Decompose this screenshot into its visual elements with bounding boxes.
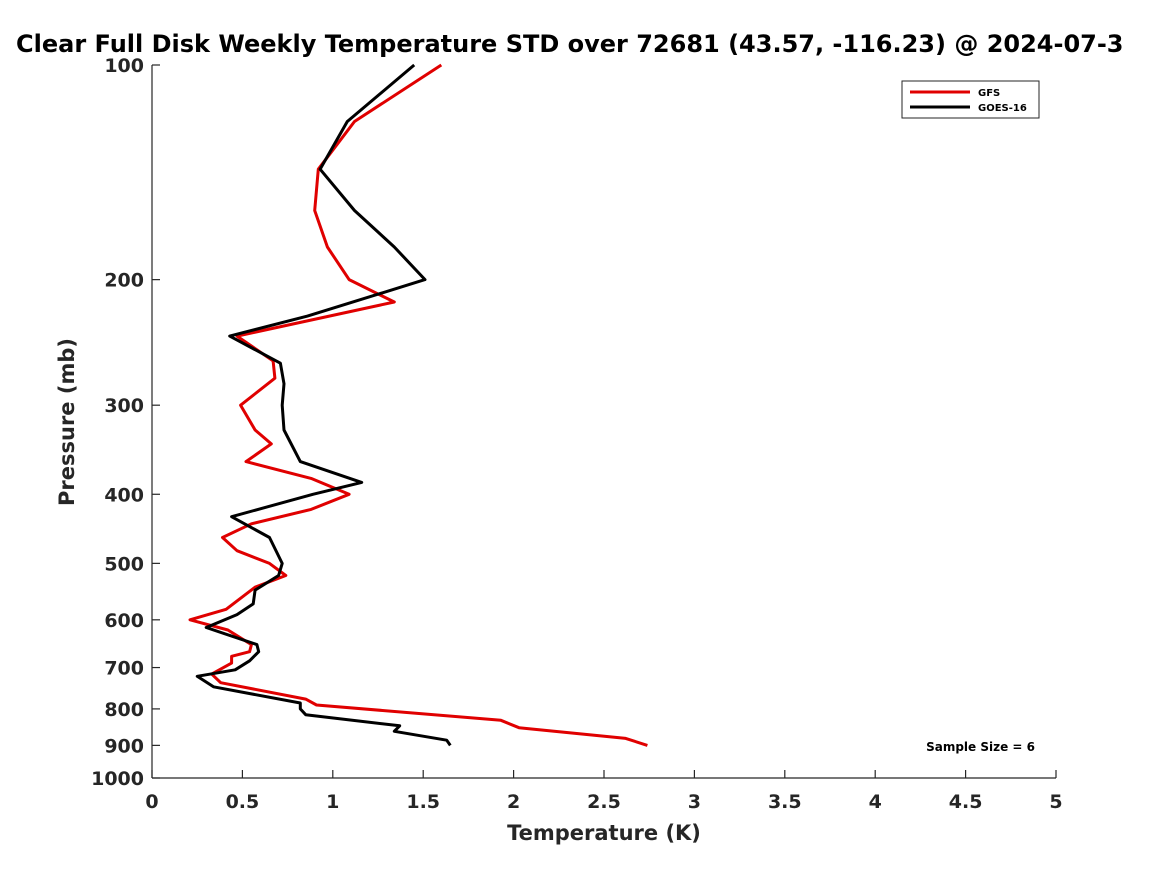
y-tick-label: 300 [104, 395, 144, 417]
x-tick-label: 0.5 [226, 791, 260, 813]
y-tick-label: 400 [104, 484, 144, 506]
series-layer [188, 63, 648, 747]
x-tick-label: 2 [507, 791, 520, 813]
chart-title: Clear Full Disk Weekly Temperature STD o… [16, 30, 1124, 58]
legend: GFS GOES-16 [901, 80, 1040, 119]
y-tick-label: 500 [104, 553, 144, 575]
legend-label-goes16: GOES-16 [978, 103, 1027, 114]
y-tick-label: 1000 [91, 768, 144, 790]
series-line-gfs [188, 63, 648, 747]
y-ticks: 100 200 300 400 500 600 700 800 900 1000 [91, 55, 160, 790]
y-tick-label: 600 [104, 610, 144, 632]
x-axis-label: Temperature (K) [507, 821, 701, 845]
y-axis-label: Pressure (mb) [55, 338, 79, 506]
x-tick-label: 1.5 [406, 791, 440, 813]
x-tick-label: 3 [688, 791, 701, 813]
x-tick-label: 4 [869, 791, 882, 813]
sample-size-annotation: Sample Size = 6 [926, 740, 1035, 754]
x-tick-label: 1 [326, 791, 339, 813]
x-tick-label: 0 [145, 791, 158, 813]
y-tick-label: 200 [104, 270, 144, 292]
y-tick-label: 700 [104, 658, 144, 680]
axes [151, 65, 1056, 779]
y-tick-label: 800 [104, 699, 144, 721]
y-tick-label: 100 [104, 55, 144, 77]
x-tick-label: 4.5 [949, 791, 983, 813]
x-tick-label: 3.5 [768, 791, 802, 813]
legend-box [901, 80, 1040, 119]
series-line-goes16 [195, 63, 452, 747]
x-tick-label: 5 [1049, 791, 1062, 813]
x-ticks: 0 0.5 1 1.5 2 2.5 3 3.5 4 4.5 5 [145, 770, 1063, 813]
x-tick-label: 2.5 [587, 791, 621, 813]
y-tick-label: 900 [104, 735, 144, 757]
legend-label-gfs: GFS [978, 88, 1000, 99]
